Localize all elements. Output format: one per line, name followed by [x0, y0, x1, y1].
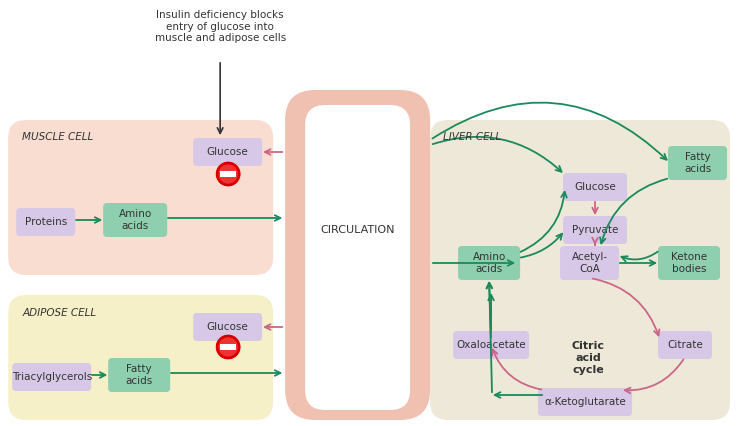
FancyBboxPatch shape: [305, 105, 410, 410]
Text: Glucose: Glucose: [574, 182, 616, 192]
FancyBboxPatch shape: [538, 388, 632, 416]
Text: Oxaloacetate: Oxaloacetate: [456, 340, 526, 350]
FancyBboxPatch shape: [108, 358, 170, 392]
FancyBboxPatch shape: [458, 246, 520, 280]
Text: Fatty
acids: Fatty acids: [684, 152, 711, 174]
FancyBboxPatch shape: [193, 313, 262, 341]
Text: MUSCLE CELL: MUSCLE CELL: [22, 132, 94, 142]
FancyBboxPatch shape: [430, 120, 730, 420]
FancyBboxPatch shape: [8, 295, 273, 420]
FancyBboxPatch shape: [563, 216, 627, 244]
Text: ADIPOSE CELL: ADIPOSE CELL: [22, 308, 97, 318]
FancyBboxPatch shape: [453, 331, 529, 359]
Text: Proteins: Proteins: [24, 217, 67, 227]
Text: Fatty
acids: Fatty acids: [125, 364, 153, 386]
Circle shape: [217, 336, 239, 358]
Circle shape: [217, 163, 239, 185]
Text: Glucose: Glucose: [207, 147, 249, 157]
FancyBboxPatch shape: [668, 146, 727, 180]
Text: Ketone
bodies: Ketone bodies: [671, 252, 707, 274]
FancyBboxPatch shape: [563, 173, 627, 201]
FancyBboxPatch shape: [285, 90, 430, 420]
FancyBboxPatch shape: [103, 203, 168, 237]
Text: Pyruvate: Pyruvate: [572, 225, 618, 235]
Text: LIVER CELL: LIVER CELL: [443, 132, 501, 142]
FancyBboxPatch shape: [560, 246, 619, 280]
FancyBboxPatch shape: [16, 208, 75, 236]
FancyBboxPatch shape: [658, 331, 712, 359]
FancyBboxPatch shape: [220, 344, 236, 350]
Text: CIRCULATION: CIRCULATION: [321, 225, 396, 235]
FancyBboxPatch shape: [13, 363, 92, 391]
FancyBboxPatch shape: [8, 120, 273, 275]
Text: α-Ketoglutarate: α-Ketoglutarate: [544, 397, 626, 407]
Circle shape: [217, 336, 239, 358]
Text: Citric
acid
cycle: Citric acid cycle: [571, 341, 604, 374]
Text: Triacylglycerols: Triacylglycerols: [12, 372, 92, 382]
Text: Citrate: Citrate: [667, 340, 703, 350]
Text: Amino
acids: Amino acids: [472, 252, 506, 274]
Text: Glucose: Glucose: [207, 322, 249, 332]
Text: Insulin deficiency blocks
entry of glucose into
muscle and adipose cells: Insulin deficiency blocks entry of gluco…: [154, 10, 286, 43]
FancyBboxPatch shape: [193, 138, 262, 166]
Text: Amino
acids: Amino acids: [119, 209, 152, 231]
FancyBboxPatch shape: [658, 246, 720, 280]
FancyBboxPatch shape: [220, 171, 236, 177]
Text: Acetyl-
CoA: Acetyl- CoA: [571, 252, 607, 274]
Circle shape: [217, 163, 239, 185]
